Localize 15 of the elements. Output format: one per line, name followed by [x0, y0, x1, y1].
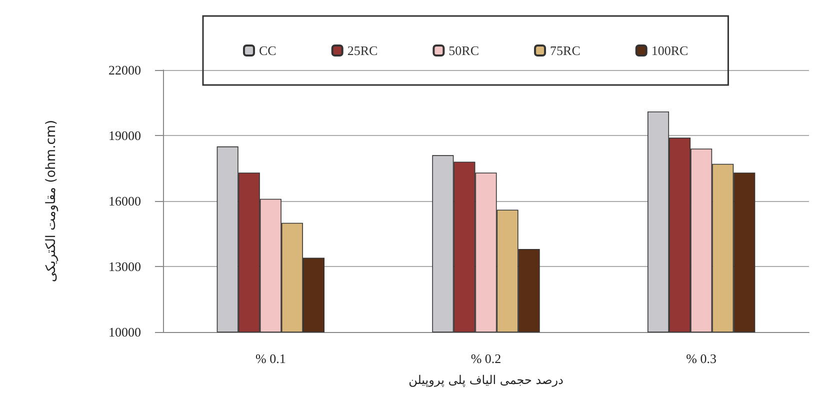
legend-label: CC — [259, 43, 276, 58]
y-axis-title: مقاومت الکتریکی (ohm.cm) — [44, 120, 59, 282]
y-tick-label: 13000 — [108, 259, 141, 274]
y-tick-label: 16000 — [108, 194, 141, 208]
x-tick-label: % 0.1 — [255, 351, 286, 366]
x-tick-label: % 0.3 — [686, 351, 717, 366]
y-tick-label: 10000 — [108, 324, 141, 340]
legend-label: 100RC — [651, 43, 688, 58]
legend-label: 25RC — [347, 43, 378, 58]
y-tick-label: 19000 — [108, 128, 141, 143]
legend-label: 50RC — [448, 43, 480, 58]
y-tick-label: 22000 — [108, 62, 141, 78]
x-tick-label: % 0.2 — [470, 351, 502, 366]
x-axis-title: درصد حجمی الیاف پلی پروپیلن — [408, 373, 564, 387]
legend-label: 75RC — [550, 43, 580, 58]
